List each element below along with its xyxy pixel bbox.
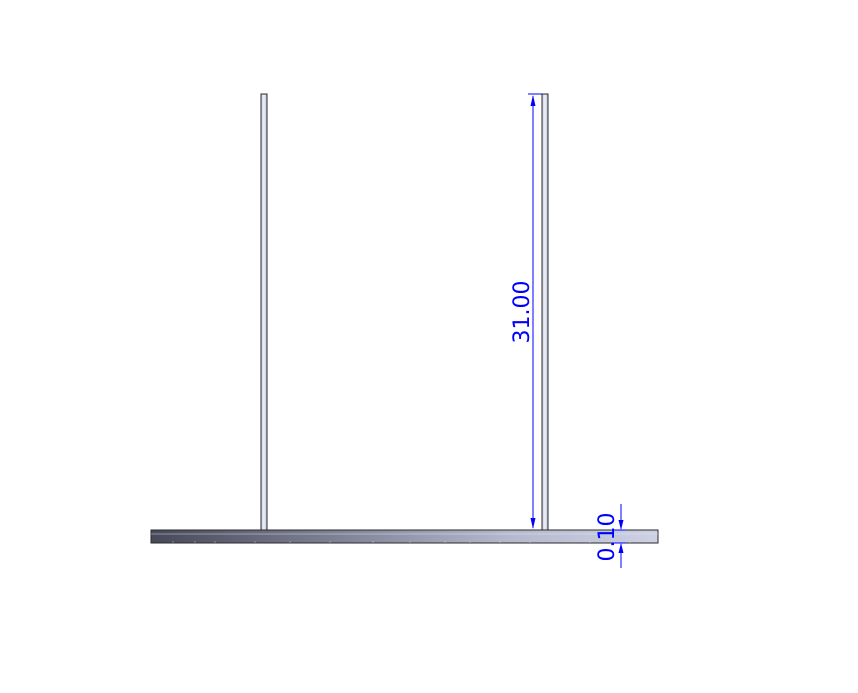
height-arrow-top [530,95,536,106]
left-post [260,93,268,531]
right-post [541,93,549,531]
base-plate [150,529,659,544]
thickness-dimension[interactable]: 0.10 [595,504,626,568]
thickness-dimension-text: 0.10 [595,513,620,562]
height-dimension[interactable]: 31.00 [510,93,542,529]
thickness-arrow-bottom [618,543,624,553]
height-dimension-text: 31.00 [510,281,535,344]
height-arrow-bottom [530,518,536,529]
thickness-arrow-top [618,520,624,530]
